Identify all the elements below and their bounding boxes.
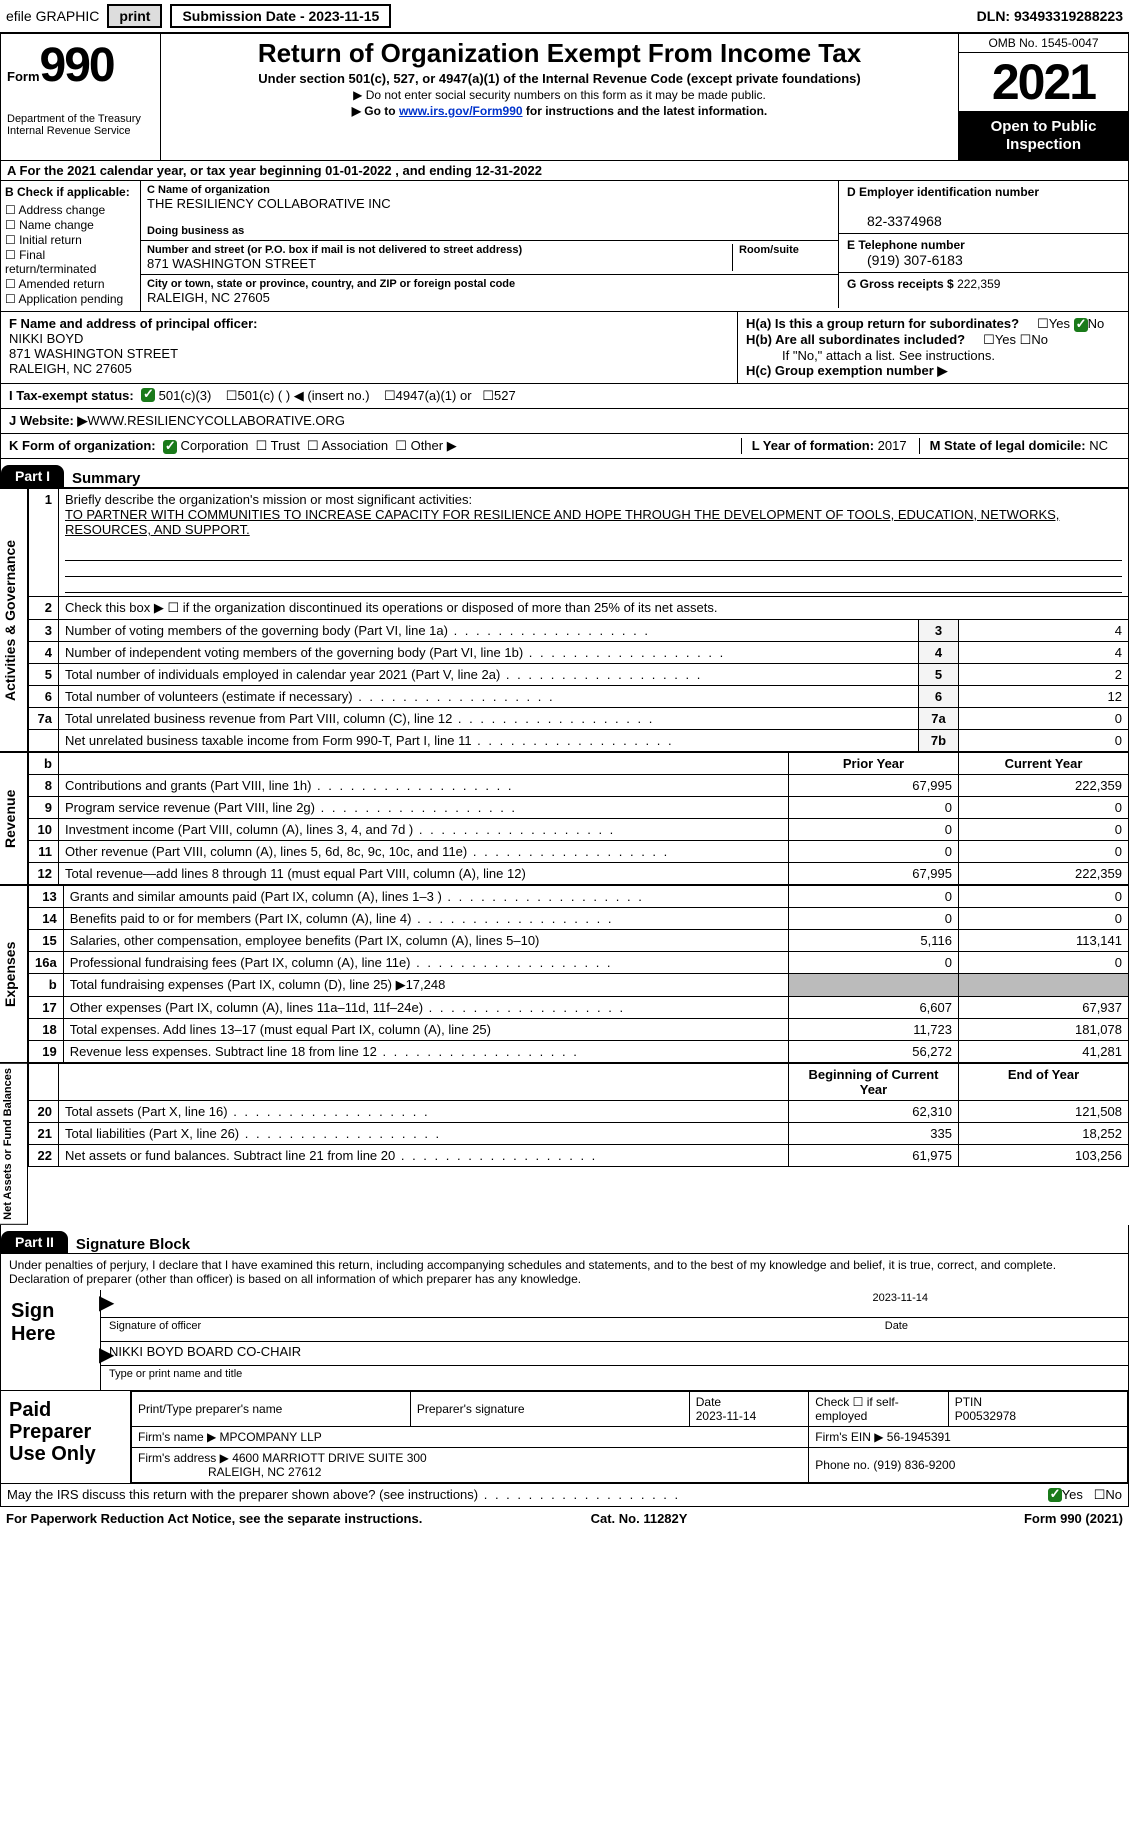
form-header: Form990 Department of the Treasury Inter… [0, 33, 1129, 161]
part2-bar: Part II Signature Block [0, 1225, 1129, 1254]
col-c: C Name of organization THE RESILIENCY CO… [141, 181, 1128, 311]
part1-bar: Part I Summary [0, 459, 1129, 488]
k-row: K Form of organization: Corporation ☐ Tr… [0, 434, 1129, 459]
header-right: OMB No. 1545-0047 2021 Open to Public In… [958, 34, 1128, 160]
h-cell: H(a) Is this a group return for subordin… [738, 312, 1128, 383]
discuss-row: May the IRS discuss this return with the… [0, 1484, 1129, 1507]
expenses-section: Expenses 13Grants and similar amounts pa… [0, 885, 1129, 1063]
checkbox-icon [1074, 318, 1088, 332]
header-left: Form990 Department of the Treasury Inter… [1, 34, 161, 160]
checkbox-icon [141, 388, 155, 402]
submission-date: Submission Date - 2023-11-15 [170, 4, 391, 28]
checkbox-icon [163, 440, 177, 454]
efile-label: efile GRAPHIC [6, 8, 99, 24]
identity-block: B Check if applicable: ☐ Address change … [0, 181, 1129, 312]
signature-block: Under penalties of perjury, I declare th… [0, 1254, 1129, 1484]
fg-row: F Name and address of principal officer:… [0, 312, 1129, 384]
dln: DLN: 93493319288223 [977, 8, 1123, 24]
netassets-section: Net Assets or Fund Balances Beginning of… [0, 1063, 1129, 1225]
governance-section: Activities & Governance 1 Briefly descri… [0, 488, 1129, 752]
status-row: I Tax-exempt status: 501(c)(3) ☐ 501(c) … [0, 384, 1129, 409]
checkbox-icon [1048, 1488, 1062, 1502]
print-button[interactable]: print [107, 4, 162, 28]
top-bar: efile GRAPHIC print Submission Date - 20… [0, 0, 1129, 33]
revenue-section: Revenue bPrior YearCurrent Year 8Contrib… [0, 752, 1129, 885]
irs-link[interactable]: www.irs.gov/Form990 [399, 104, 523, 118]
col-d: D Employer identification number 82-3374… [838, 181, 1128, 308]
header-center: Return of Organization Exempt From Incom… [161, 34, 958, 160]
row-a: A For the 2021 calendar year, or tax yea… [0, 161, 1129, 181]
form-title: Return of Organization Exempt From Incom… [169, 38, 950, 69]
col-b: B Check if applicable: ☐ Address change … [1, 181, 141, 311]
f-cell: F Name and address of principal officer:… [1, 312, 738, 383]
footer: For Paperwork Reduction Act Notice, see … [0, 1507, 1129, 1530]
website-row: J Website: ▶ WWW.RESILIENCYCOLLABORATIVE… [0, 409, 1129, 434]
